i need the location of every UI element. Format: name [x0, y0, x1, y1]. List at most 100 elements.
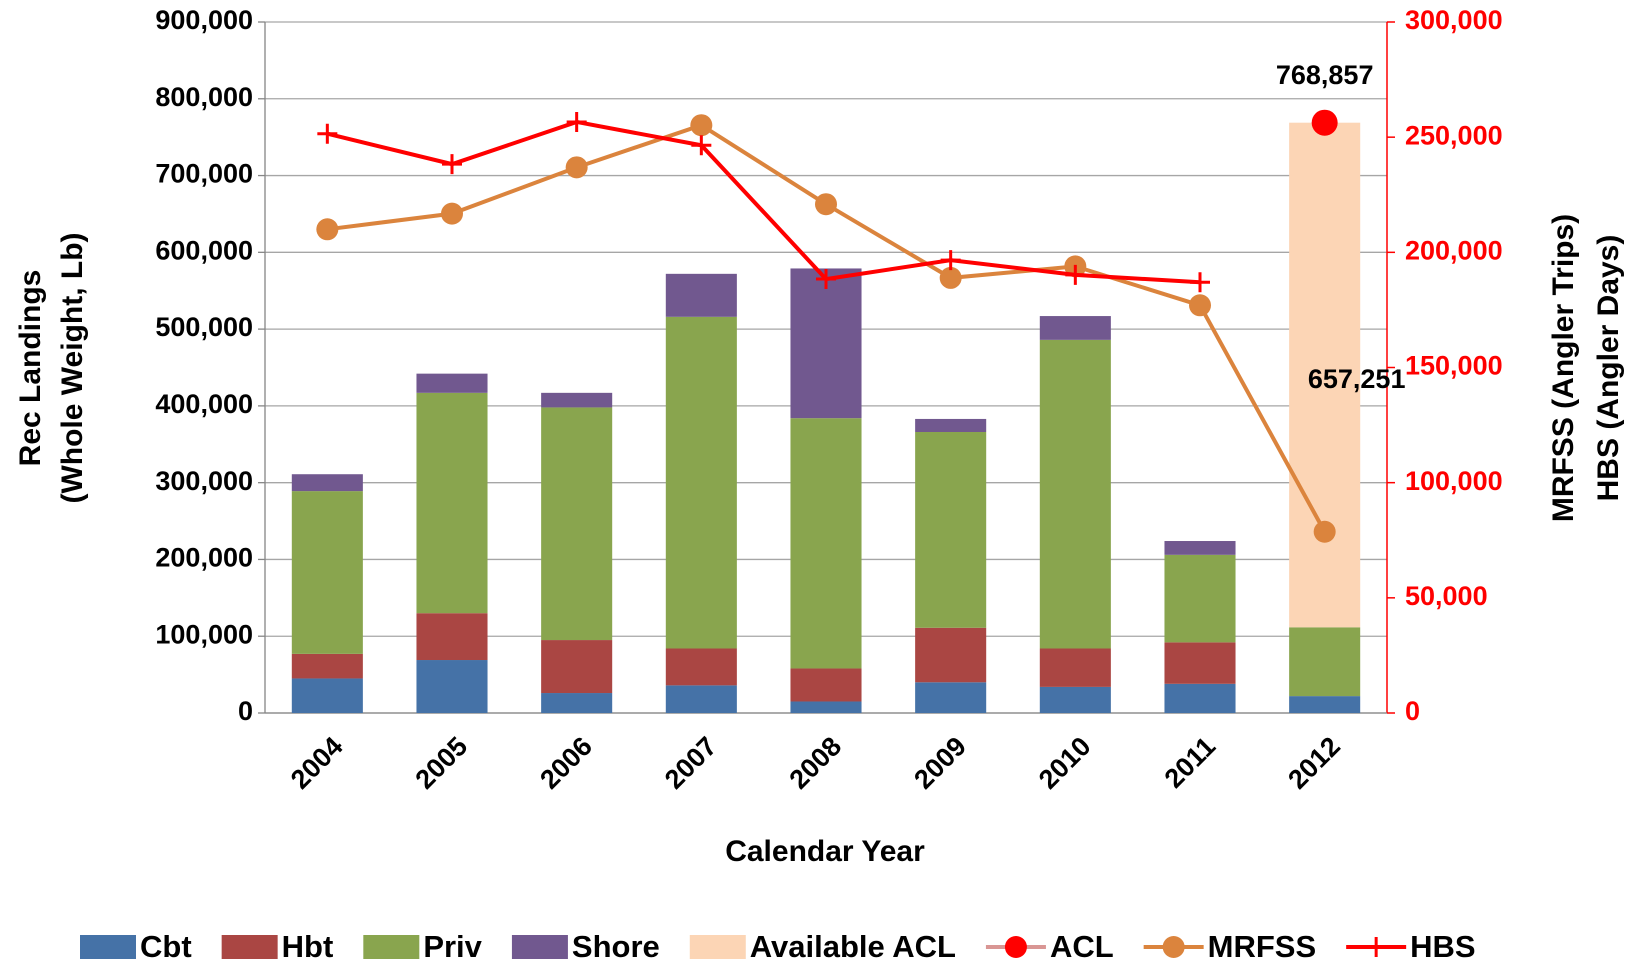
bar: [416, 392, 488, 614]
bar: [1039, 339, 1111, 649]
y-tick-label: 100,000: [155, 619, 253, 649]
marker: [1189, 294, 1211, 317]
bar: [915, 627, 987, 683]
marker: [317, 123, 338, 144]
bar: [790, 268, 862, 419]
y-tick-label: 800,000: [155, 82, 253, 112]
marker: [1311, 109, 1338, 136]
marker: [1313, 520, 1336, 543]
bar: [1039, 316, 1111, 340]
y-tick-label: 200,000: [155, 543, 253, 573]
legend-label: Shore: [572, 929, 660, 963]
bar: [1164, 541, 1236, 555]
x-tick-label: 2004: [285, 731, 349, 795]
bar: [1039, 686, 1111, 713]
bar: [790, 701, 862, 713]
bar: [665, 685, 737, 713]
legend-item: HBS: [1346, 929, 1476, 963]
marker: [690, 114, 713, 137]
y-tick-label: 0: [238, 696, 253, 726]
legend-marker: [1162, 936, 1185, 958]
legend-item: Cbt: [80, 929, 192, 963]
bar: [291, 653, 363, 679]
bar: [915, 418, 987, 432]
legend-item: ACL: [985, 929, 1114, 963]
bar: [416, 660, 488, 713]
y2-tick-label: 100,000: [1405, 466, 1503, 496]
bar: [665, 648, 737, 686]
marker: [815, 193, 837, 216]
legend-swatch: [511, 935, 568, 959]
bar: [1164, 642, 1236, 684]
y-tick-label: 500,000: [155, 312, 253, 342]
bar: [1164, 554, 1236, 643]
legend-label: Cbt: [140, 929, 192, 963]
bar: [291, 678, 363, 713]
marker: [816, 269, 836, 290]
marker: [442, 154, 462, 175]
line: [326, 119, 1201, 285]
bar: [665, 273, 737, 317]
bar: [1164, 683, 1236, 713]
bar: [1289, 627, 1361, 697]
x-tick-label: 2006: [534, 731, 598, 795]
y-axis-title: Rec Landings: [14, 270, 47, 467]
bar: [790, 418, 862, 669]
y2-tick-label: 300,000: [1405, 5, 1503, 35]
y2-tick-label: 200,000: [1405, 235, 1503, 265]
y-tick-label: 400,000: [155, 389, 253, 419]
x-tick-label: 2007: [659, 731, 723, 795]
bar: [1039, 648, 1111, 687]
marker: [939, 266, 962, 289]
bar: [790, 668, 862, 702]
y-tick-label: 600,000: [155, 235, 253, 265]
legend-item: Priv: [363, 929, 483, 963]
marker: [1190, 272, 1210, 293]
legend-label: HBS: [1410, 929, 1475, 963]
legend-item: Shore: [511, 929, 660, 963]
y-tick-label: 300,000: [155, 466, 253, 496]
x-tick-label: 2012: [1282, 731, 1346, 795]
x-tick-label: 2010: [1033, 731, 1097, 795]
legend-swatch: [689, 935, 746, 959]
bar: [541, 407, 613, 641]
bar: [541, 693, 613, 713]
legend-item: Hbt: [221, 929, 334, 963]
marker: [565, 156, 588, 179]
bar: [541, 392, 613, 408]
bar: [291, 474, 363, 492]
marker: [1065, 264, 1086, 285]
legend-swatch: [363, 935, 420, 959]
bar: [1289, 696, 1361, 713]
marker: [441, 202, 463, 225]
bar: [915, 431, 987, 628]
data-label: 657,251: [1308, 364, 1406, 394]
legend-label: Priv: [423, 929, 482, 963]
legend-label: Available ACL: [750, 929, 956, 963]
bar: [416, 373, 488, 393]
marker: [566, 111, 587, 132]
x-tick-label: 2008: [784, 731, 848, 795]
legend-item: MRFSS: [1143, 929, 1317, 963]
y2-axis-title: MRFSS (Angler Trips): [1547, 214, 1580, 522]
legend-marker: [1366, 937, 1387, 957]
legend-swatch: [221, 935, 278, 959]
legend-label: Hbt: [282, 929, 334, 963]
legend-label: MRFSS: [1208, 929, 1317, 963]
data-label: 768,857: [1276, 60, 1374, 90]
x-tick-label: 2011: [1159, 731, 1222, 794]
y-tick-label: 700,000: [155, 159, 253, 189]
marker: [940, 250, 961, 271]
y2-tick-label: 50,000: [1405, 581, 1488, 611]
legend-swatch: [80, 935, 136, 959]
y2-tick-label: 0: [1405, 696, 1420, 726]
y-tick-label: 900,000: [155, 5, 253, 35]
x-axis-title: Calendar Year: [725, 835, 925, 868]
marker: [691, 135, 712, 156]
y2-tick-label: 250,000: [1405, 120, 1503, 150]
bar: [665, 316, 737, 649]
marker: [316, 218, 339, 241]
x-tick-label: 2005: [410, 731, 474, 795]
y2-tick-label: 150,000: [1405, 351, 1503, 381]
bar: [915, 682, 987, 713]
